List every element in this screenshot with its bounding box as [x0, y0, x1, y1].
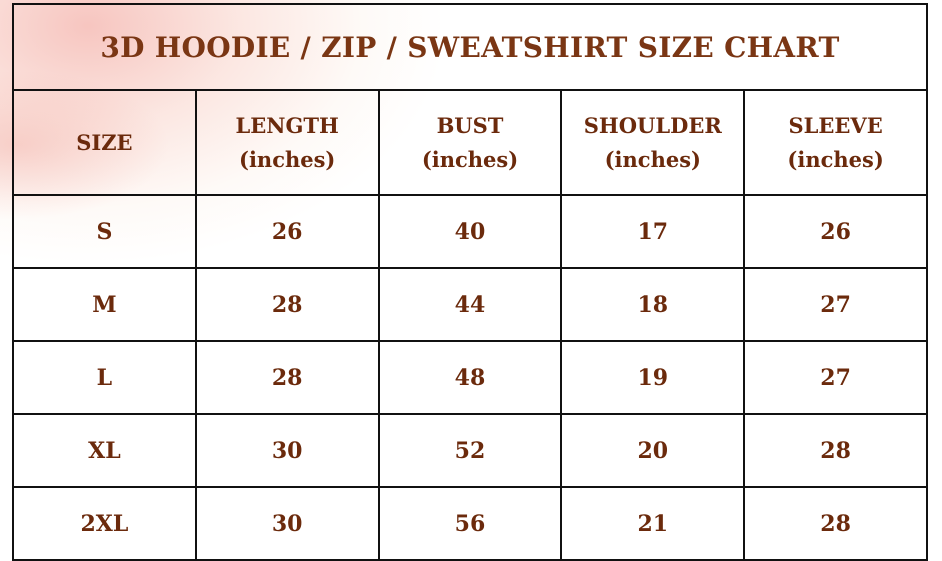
measurement-cell: 21	[560, 486, 746, 561]
table-row: M 28 44 18 27	[12, 267, 928, 342]
size-cell: S	[12, 194, 197, 269]
measurement-cell: 56	[377, 486, 563, 561]
header-label: SIZE	[76, 129, 133, 155]
header-unit: (inches)	[239, 146, 336, 172]
measurement-cell: 18	[560, 267, 746, 342]
size-cell: XL	[12, 413, 197, 488]
measurement-cell: 30	[194, 413, 380, 488]
measurement-cell: 30	[194, 486, 380, 561]
measurement-cell: 27	[743, 267, 928, 342]
measurement-cell: 27	[743, 340, 928, 415]
size-chart-table: 3D HOODIE / ZIP / SWEATSHIRT SIZE CHART …	[12, 3, 928, 561]
table-row: XL 30 52 20 28	[12, 413, 928, 488]
header-label: SLEEVE	[788, 112, 883, 138]
column-header-sleeve: SLEEVE (inches)	[743, 89, 928, 196]
header-label: SHOULDER	[583, 112, 722, 138]
header-unit: (inches)	[421, 146, 519, 172]
size-cell: L	[12, 340, 197, 415]
measurement-cell: 26	[194, 194, 380, 269]
measurement-cell: 28	[743, 413, 928, 488]
table-row: L 28 48 19 27	[12, 340, 928, 415]
column-header-shoulder: SHOULDER (inches)	[560, 89, 746, 196]
header-row: SIZE LENGTH (inches) BUST (inches) SHOULDER (i…	[12, 89, 928, 196]
measurement-cell: 19	[560, 340, 746, 415]
header-label: LENGTH	[235, 112, 339, 138]
measurement-cell: 28	[743, 486, 928, 561]
measurement-cell: 52	[377, 413, 563, 488]
size-cell: 2XL	[12, 486, 197, 561]
size-cell: M	[12, 267, 197, 342]
column-header-size: SIZE	[12, 89, 197, 196]
measurement-cell: 20	[560, 413, 746, 488]
measurement-cell: 17	[560, 194, 746, 269]
header-label: BUST	[436, 112, 504, 138]
column-header-bust: BUST (inches)	[377, 89, 563, 196]
column-header-length: LENGTH (inches)	[194, 89, 380, 196]
measurement-cell: 40	[377, 194, 563, 269]
measurement-cell: 26	[743, 194, 928, 269]
measurement-cell: 28	[194, 267, 380, 342]
measurement-cell: 48	[377, 340, 563, 415]
header-unit: (inches)	[787, 146, 884, 172]
measurement-cell: 44	[377, 267, 563, 342]
measurement-cell: 28	[194, 340, 380, 415]
title-row: 3D HOODIE / ZIP / SWEATSHIRT SIZE CHART	[12, 3, 928, 91]
table-row: S 26 40 17 26	[12, 194, 928, 269]
header-unit: (inches)	[604, 146, 701, 172]
chart-title: 3D HOODIE / ZIP / SWEATSHIRT SIZE CHART	[12, 3, 928, 91]
table-row: 2XL 30 56 21 28	[12, 486, 928, 561]
